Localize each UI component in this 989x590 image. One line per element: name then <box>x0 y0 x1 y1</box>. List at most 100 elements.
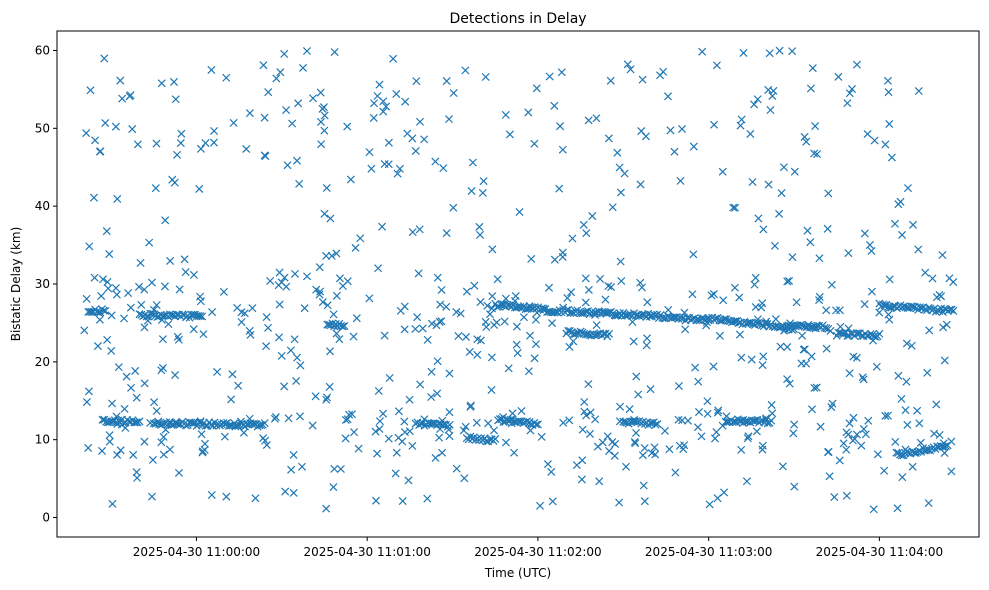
detection-point <box>126 303 135 312</box>
detection-point <box>584 116 593 125</box>
detection-point <box>799 345 808 354</box>
detection-point <box>776 342 785 351</box>
detection-point <box>111 284 120 293</box>
detection-point <box>825 472 834 481</box>
detection-point <box>327 251 336 260</box>
detection-point <box>354 444 363 453</box>
detection-point <box>513 349 522 358</box>
detection-point <box>802 137 811 146</box>
detection-point <box>515 207 524 217</box>
detection-point <box>147 278 156 287</box>
detection-point <box>335 274 344 283</box>
detection-point <box>638 451 647 460</box>
detection-point <box>943 441 952 450</box>
detection-point <box>891 437 900 446</box>
detection-point <box>150 398 159 407</box>
detection-point <box>248 304 257 313</box>
x-tick-label: 2025-04-30 11:00:00 <box>133 545 260 559</box>
detection-point <box>798 331 807 340</box>
detection-point <box>611 439 620 448</box>
detection-point <box>395 164 404 173</box>
detection-point <box>378 222 387 231</box>
detection-point <box>323 393 332 402</box>
detection-point <box>524 108 533 117</box>
detection-point <box>757 303 766 312</box>
detection-point <box>152 406 161 415</box>
detection-point <box>615 498 624 507</box>
detection-point <box>767 416 776 425</box>
detection-point <box>97 291 106 301</box>
detection-point <box>852 329 861 338</box>
detection-point <box>345 410 354 419</box>
detection-point <box>737 353 746 362</box>
detection-point <box>332 249 341 258</box>
detection-point <box>222 73 231 82</box>
detection-point <box>489 426 498 435</box>
detection-point <box>375 417 384 426</box>
detection-point <box>431 453 440 462</box>
detection-point <box>251 494 260 503</box>
detection-point <box>84 443 93 452</box>
detection-point <box>692 316 701 325</box>
detection-point <box>731 203 740 212</box>
detection-point <box>384 160 393 169</box>
detection-point <box>473 350 482 359</box>
detection-point <box>665 445 674 454</box>
detection-point <box>467 186 476 196</box>
detection-point <box>800 132 809 141</box>
detection-point <box>844 430 853 439</box>
detection-point <box>622 462 631 471</box>
detection-point <box>113 194 122 203</box>
detection-point <box>894 371 903 380</box>
detection-point <box>844 249 853 258</box>
detection-point <box>679 445 688 454</box>
detection-point <box>367 164 376 173</box>
detection-point <box>148 309 157 318</box>
detection-point <box>640 497 649 506</box>
detection-point <box>201 139 210 148</box>
detection-point <box>753 95 762 104</box>
detection-point <box>845 419 854 428</box>
detection-point <box>508 409 517 418</box>
detection-point <box>384 434 393 443</box>
detection-point <box>866 330 875 339</box>
detection-point <box>222 492 231 501</box>
detection-point <box>295 179 304 188</box>
detection-point <box>120 404 129 413</box>
detection-point <box>166 256 175 265</box>
detection-point <box>642 341 651 350</box>
detection-point <box>775 209 784 218</box>
detection-point <box>147 492 156 501</box>
detection-point <box>555 184 564 193</box>
detection-point <box>875 308 884 317</box>
detection-point <box>317 140 326 149</box>
detection-point <box>504 364 513 373</box>
detection-point <box>545 283 554 292</box>
detection-point <box>924 499 933 508</box>
detection-point <box>714 406 723 415</box>
detection-point <box>493 275 502 284</box>
y-axis: 0 10 20 30 40 50 60 <box>35 43 57 525</box>
detection-point <box>196 312 205 321</box>
detection-point <box>849 413 858 422</box>
detection-point <box>173 332 182 341</box>
detection-point <box>136 258 145 267</box>
detection-point <box>669 313 678 322</box>
detection-point <box>532 420 541 429</box>
detection-point <box>401 97 410 106</box>
detection-point <box>890 219 899 228</box>
detection-point <box>501 438 511 447</box>
detection-point <box>629 337 638 346</box>
detection-point <box>158 363 167 372</box>
detection-point <box>264 323 273 332</box>
detection-point <box>742 477 751 486</box>
detection-point <box>709 362 718 371</box>
detection-point <box>152 139 161 148</box>
detection-point <box>82 129 91 138</box>
detection-point <box>385 373 394 382</box>
detection-point <box>277 278 286 287</box>
detection-point <box>312 285 321 294</box>
detection-point <box>374 386 383 396</box>
detection-point <box>914 245 923 254</box>
detection-point <box>710 120 719 129</box>
